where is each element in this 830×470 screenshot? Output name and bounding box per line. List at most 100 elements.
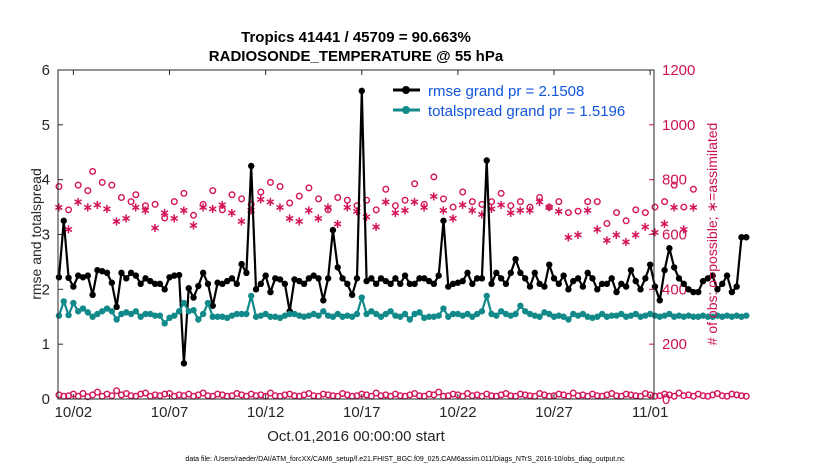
totalspread-point <box>99 308 106 315</box>
x-tick-label: 10/17 <box>343 404 381 421</box>
rmse-point <box>281 280 289 288</box>
legend: rmse grand pr = 2.1508 totalspread grand… <box>393 83 625 120</box>
totalspread-point <box>89 313 96 320</box>
totalspread-point <box>257 312 265 319</box>
rmse-point <box>454 279 462 286</box>
obs-possible-point <box>113 387 121 395</box>
rmse-point <box>598 280 606 288</box>
totalspread-point <box>171 312 178 319</box>
totalspread-point <box>151 312 159 319</box>
rmse-point <box>353 275 361 282</box>
rmse-point <box>99 268 106 275</box>
totalspread-point <box>281 312 289 319</box>
rmse-point <box>166 274 173 281</box>
obs-assimilated-point: ∗ <box>303 203 314 218</box>
obs-possible-point <box>141 202 149 210</box>
totalspread-point <box>478 308 486 315</box>
totalspread-point <box>195 316 202 323</box>
totalspread-point <box>675 312 683 319</box>
totalspread-point <box>339 313 346 320</box>
rmse-point <box>103 269 111 277</box>
y-left-tick-label: 0 <box>42 391 50 408</box>
rmse-point <box>497 275 505 282</box>
rmse-point <box>603 280 611 288</box>
totalspread-point <box>637 313 644 320</box>
totalspread-point <box>651 312 659 319</box>
rmse-point <box>521 275 529 282</box>
obs-assimilated-point: ∗ <box>688 201 699 216</box>
rmse-point <box>709 272 716 279</box>
totalspread-point <box>228 312 236 319</box>
totalspread-point <box>560 313 567 320</box>
totalspread-point <box>699 312 707 319</box>
obs-possible-point <box>536 193 544 201</box>
rmse-point <box>60 217 67 224</box>
obs-assimilated-point: ∗ <box>438 203 449 218</box>
rmse-point <box>714 286 721 293</box>
obs-assimilated-point: ∗ <box>275 201 286 216</box>
rmse-point <box>430 280 438 288</box>
rmse-point <box>223 277 231 285</box>
totalspread-point <box>79 305 87 312</box>
obs-assimilated-point: ∗ <box>640 220 651 235</box>
obs-possible-point <box>622 217 630 225</box>
rmse-point <box>618 280 625 288</box>
obs-possible-point <box>641 209 649 217</box>
obs-possible-point <box>545 203 553 211</box>
y-right-tick-label: 1000 <box>662 117 695 134</box>
totalspread-point <box>435 312 442 319</box>
obs-assimilated-point: ∗ <box>150 221 161 236</box>
totalspread-point <box>180 299 188 307</box>
x-tick-label: 10/07 <box>151 404 189 421</box>
obs-assimilated-point: ∗ <box>553 205 564 220</box>
rmse-point <box>488 280 495 288</box>
totalspread-point <box>185 308 192 315</box>
totalspread-point <box>541 309 548 316</box>
totalspread-point <box>440 305 447 312</box>
rmse-point <box>622 283 630 290</box>
rmse-point <box>397 280 404 288</box>
totalspread-point <box>416 309 423 316</box>
totalspread-point <box>661 312 668 319</box>
rmse-point <box>541 283 548 290</box>
totalspread-point <box>296 312 303 319</box>
totalspread-point <box>392 312 399 319</box>
totalspread-point <box>368 308 375 315</box>
totalspread-point <box>209 313 216 320</box>
rmse-point <box>733 283 740 290</box>
totalspread-point <box>219 313 226 320</box>
rmse-point <box>565 286 572 293</box>
totalspread-point <box>248 292 255 300</box>
y-left-tick-label: 3 <box>42 227 50 244</box>
totalspread-point <box>493 312 500 319</box>
rmse-point <box>728 288 736 296</box>
obs-possible-point <box>238 195 246 203</box>
obs-possible-point <box>564 209 572 217</box>
rmse-point <box>695 288 702 296</box>
totalspread-point <box>310 310 317 318</box>
totalspread-point <box>579 310 587 318</box>
rmse-point <box>65 274 72 282</box>
y-axis-label-left: rmse and totalspread <box>28 168 44 300</box>
obs-assimilated-point: ∗ <box>54 201 65 216</box>
rmse-point <box>627 266 635 274</box>
totalspread-point <box>613 312 620 319</box>
obs-possible-point <box>449 203 457 211</box>
rmse-point <box>483 157 490 164</box>
plot-frame <box>57 69 655 400</box>
obs-possible-point <box>699 392 707 400</box>
totalspread-point <box>421 314 428 322</box>
obs-possible-point <box>516 198 524 206</box>
obs-assimilated-point: ∗ <box>544 201 555 216</box>
obs-possible-point <box>315 195 323 203</box>
plot-layer: 0 1 2 3 4 5 6 0 200 400 600 800 1000 1200 10/02 10/07 10… <box>42 62 750 421</box>
obs-assimilated-point: ∗ <box>496 198 507 213</box>
obs-possible-point <box>180 189 188 197</box>
totalspread-point <box>695 313 702 320</box>
rmse-point <box>469 280 476 288</box>
rmse-point <box>421 275 428 282</box>
totalspread-point <box>685 312 692 319</box>
y-left-tick-label: 2 <box>42 281 50 298</box>
obs-possible-point <box>170 198 178 206</box>
totalspread-point <box>425 313 433 320</box>
